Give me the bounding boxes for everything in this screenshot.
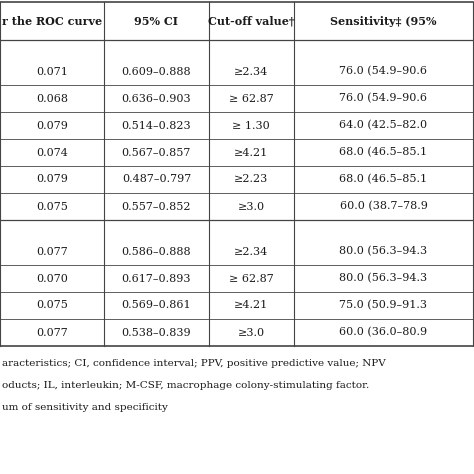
Text: 64.0 (42.5–82.0: 64.0 (42.5–82.0 — [339, 120, 428, 131]
Text: ≥2.34: ≥2.34 — [234, 66, 268, 76]
Text: 0.070: 0.070 — [36, 273, 68, 283]
Text: ≥4.21: ≥4.21 — [234, 301, 268, 310]
Text: aracteristics; CI, confidence interval; PPV, positive predictive value; NPV: aracteristics; CI, confidence interval; … — [2, 358, 386, 367]
Text: 0.636–0.903: 0.636–0.903 — [122, 93, 191, 103]
Text: 68.0 (46.5–85.1: 68.0 (46.5–85.1 — [339, 147, 428, 158]
Text: 80.0 (56.3–94.3: 80.0 (56.3–94.3 — [339, 273, 428, 283]
Text: 68.0 (46.5–85.1: 68.0 (46.5–85.1 — [339, 174, 428, 185]
Text: r the ROC curve: r the ROC curve — [2, 16, 102, 27]
Text: 0.075: 0.075 — [36, 201, 68, 211]
Text: 0.071: 0.071 — [36, 66, 68, 76]
Text: 0.609–0.888: 0.609–0.888 — [122, 66, 191, 76]
Text: Cut-off value†: Cut-off value† — [208, 16, 294, 27]
Text: 0.557–0.852: 0.557–0.852 — [122, 201, 191, 211]
Text: ≥3.0: ≥3.0 — [237, 201, 265, 211]
Text: 0.079: 0.079 — [36, 120, 68, 130]
Text: 75.0 (50.9–91.3: 75.0 (50.9–91.3 — [339, 301, 428, 310]
Text: um of sensitivity and specificity: um of sensitivity and specificity — [2, 402, 168, 411]
Text: ≥4.21: ≥4.21 — [234, 147, 268, 157]
Text: 0.586–0.888: 0.586–0.888 — [122, 246, 191, 256]
Text: 76.0 (54.9–90.6: 76.0 (54.9–90.6 — [339, 66, 428, 77]
Text: ≥3.0: ≥3.0 — [237, 328, 265, 337]
Text: 76.0 (54.9–90.6: 76.0 (54.9–90.6 — [339, 93, 428, 104]
Text: Sensitivity‡ (95%: Sensitivity‡ (95% — [330, 16, 437, 27]
Text: oducts; IL, interleukin; M-CSF, macrophage colony-stimulating factor.: oducts; IL, interleukin; M-CSF, macropha… — [2, 381, 369, 390]
Text: 60.0 (36.0–80.9: 60.0 (36.0–80.9 — [339, 328, 428, 337]
Text: 0.079: 0.079 — [36, 174, 68, 184]
Text: 60.0 (38.7–78.9: 60.0 (38.7–78.9 — [339, 201, 428, 212]
Text: 0.487–0.797: 0.487–0.797 — [122, 174, 191, 184]
Text: ≥ 1.30: ≥ 1.30 — [232, 120, 270, 130]
Text: 0.567–0.857: 0.567–0.857 — [122, 147, 191, 157]
Text: ≥ 62.87: ≥ 62.87 — [229, 273, 273, 283]
Text: 0.075: 0.075 — [36, 301, 68, 310]
Text: 0.068: 0.068 — [36, 93, 68, 103]
Text: 0.074: 0.074 — [36, 147, 68, 157]
Text: 0.538–0.839: 0.538–0.839 — [122, 328, 191, 337]
Text: 95% CI: 95% CI — [135, 16, 178, 27]
Text: 0.569–0.861: 0.569–0.861 — [122, 301, 191, 310]
Text: 80.0 (56.3–94.3: 80.0 (56.3–94.3 — [339, 246, 428, 256]
Text: 0.077: 0.077 — [36, 328, 68, 337]
Text: 0.514–0.823: 0.514–0.823 — [122, 120, 191, 130]
Text: ≥2.23: ≥2.23 — [234, 174, 268, 184]
Text: 0.077: 0.077 — [36, 246, 68, 256]
Text: ≥2.34: ≥2.34 — [234, 246, 268, 256]
Text: ≥ 62.87: ≥ 62.87 — [229, 93, 273, 103]
Text: 0.617–0.893: 0.617–0.893 — [122, 273, 191, 283]
